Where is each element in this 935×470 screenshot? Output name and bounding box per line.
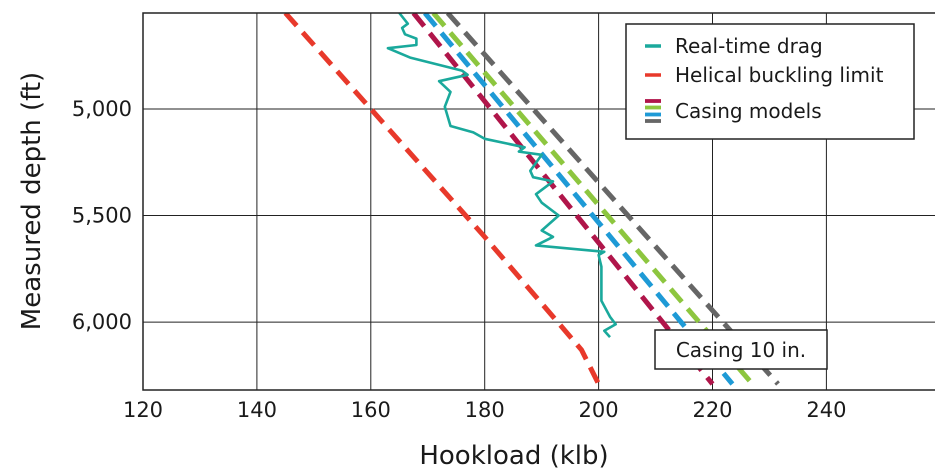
plot-frame [142, 12, 935, 391]
x-tick-label: 220 [692, 398, 732, 422]
y-tick-label: 5,000 [72, 97, 132, 121]
x-tick-label: 200 [579, 398, 619, 422]
series-line-casing-models [431, 13, 755, 386]
legend: Real-time drag Helical buckling limit Casi… [625, 23, 915, 140]
x-tick-labels: 120 140 160 180 200 220 240 [123, 398, 846, 422]
x-tick-label: 240 [806, 398, 846, 422]
legend-label: Casing models [675, 99, 822, 123]
y-tick-label: 6,000 [72, 310, 132, 334]
series-line-casing-models [445, 13, 780, 386]
annotation-text: Casing 10 in. [676, 338, 806, 362]
x-tick-label: 120 [123, 398, 163, 422]
casing-annotation: Casing 10 in. [654, 329, 828, 370]
legend-label: Helical buckling limit [675, 63, 884, 87]
y-tick-labels: 5,000 5,500 6,000 [72, 97, 132, 334]
x-tick-label: 180 [465, 398, 505, 422]
annotation-box [654, 329, 828, 370]
legend-box [625, 23, 915, 140]
series-layer [283, 13, 780, 386]
series-line-helical-buckling-limit [283, 13, 601, 386]
legend-label: Real-time drag [675, 34, 823, 58]
x-tick-label: 140 [237, 398, 277, 422]
x-axis-title: Hookload (klb) [419, 441, 608, 470]
x-tick-label: 160 [351, 398, 391, 422]
series-line-casing-models [422, 13, 735, 386]
y-axis-title: Measured depth (ft) [17, 72, 47, 330]
series-line-real-time-drag [386, 13, 617, 338]
y-tick-label: 5,500 [72, 204, 132, 228]
